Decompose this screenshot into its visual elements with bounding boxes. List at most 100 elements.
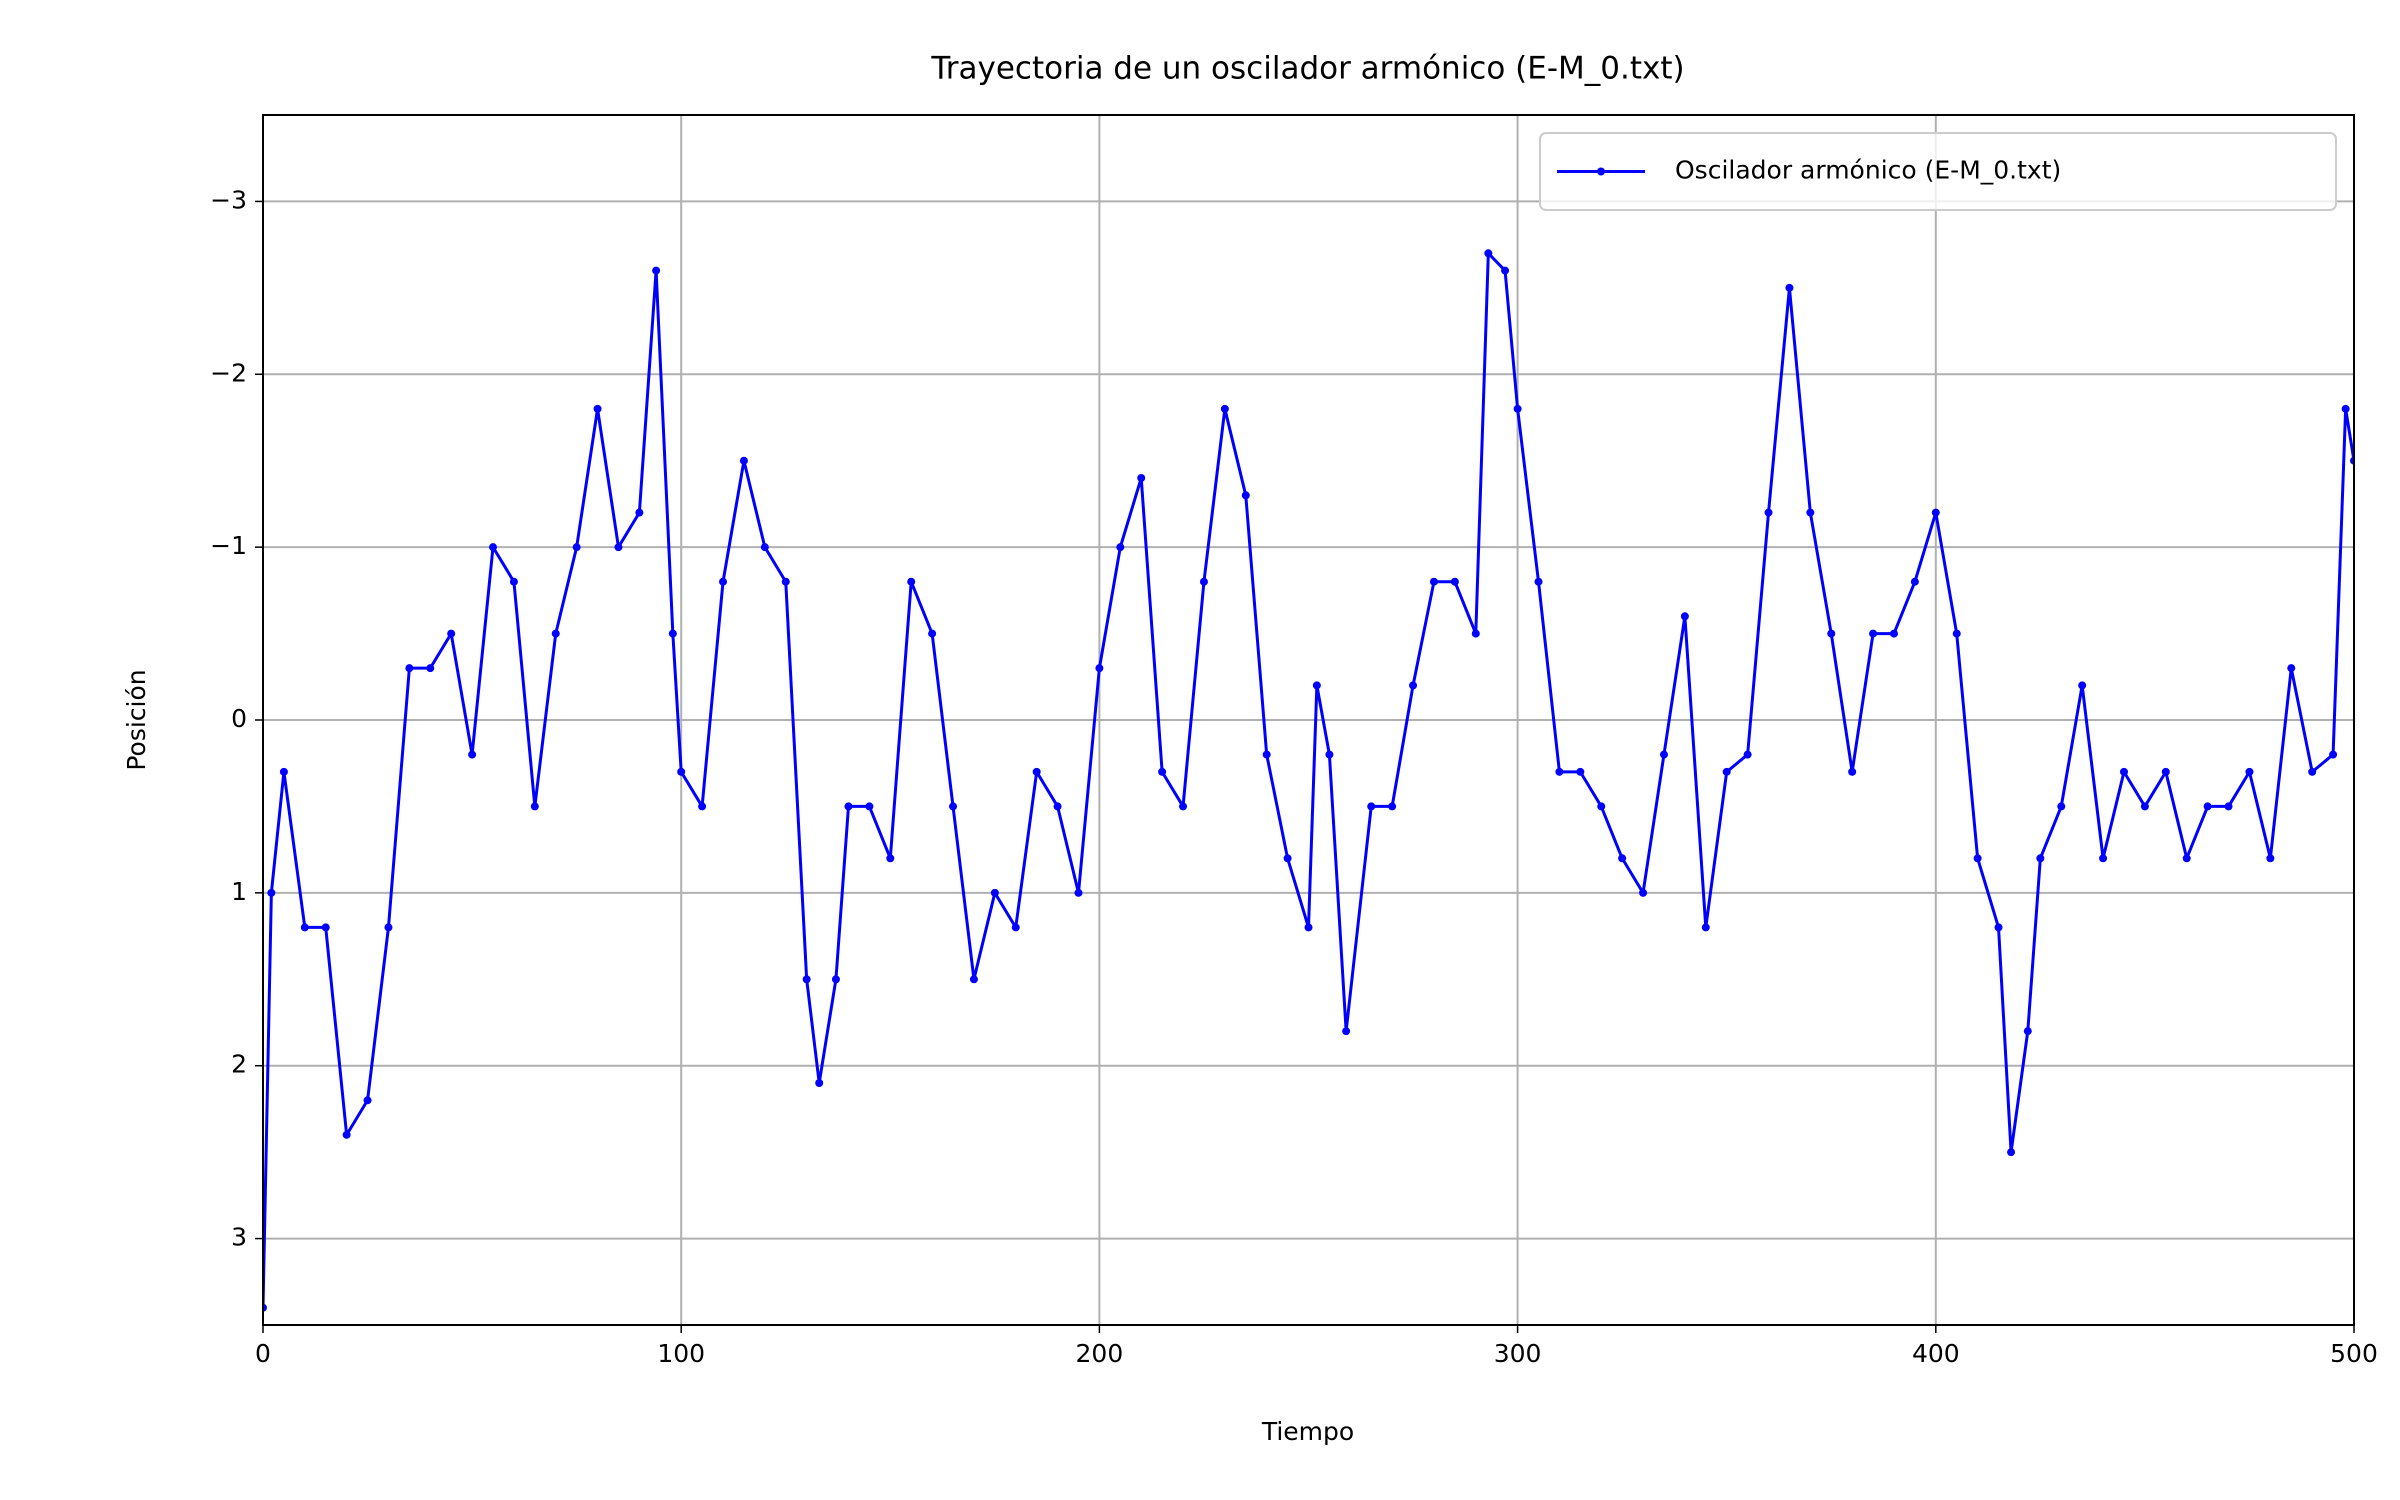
point bbox=[1869, 629, 1878, 638]
legend-box bbox=[1539, 132, 2337, 211]
point bbox=[1283, 854, 1292, 863]
point bbox=[1785, 283, 1794, 292]
point bbox=[447, 629, 456, 638]
y-tick-label: −2 bbox=[210, 358, 247, 387]
point bbox=[907, 577, 916, 586]
point bbox=[1680, 612, 1689, 621]
x-tick-label: 0 bbox=[255, 1339, 271, 1368]
point bbox=[342, 1130, 351, 1139]
point bbox=[2203, 802, 2212, 811]
point bbox=[668, 629, 677, 638]
point bbox=[2078, 681, 2087, 690]
y-tick-label: 3 bbox=[231, 1223, 247, 1252]
point bbox=[2224, 802, 2233, 811]
point bbox=[2329, 750, 2338, 759]
legend-label: Oscilador armónico (E-M_0.txt) bbox=[1675, 156, 2061, 185]
point bbox=[2140, 802, 2149, 811]
point bbox=[1722, 767, 1731, 776]
y-tick-label: 0 bbox=[231, 704, 247, 733]
point bbox=[1952, 629, 1961, 638]
point bbox=[1388, 802, 1397, 811]
point bbox=[1095, 664, 1104, 673]
point bbox=[1764, 508, 1773, 517]
point bbox=[1513, 404, 1522, 413]
point bbox=[468, 750, 477, 759]
point bbox=[1910, 577, 1919, 586]
point bbox=[2007, 1148, 2016, 1157]
point bbox=[572, 543, 581, 552]
point bbox=[1450, 577, 1459, 586]
x-tick-label: 400 bbox=[1912, 1339, 1960, 1368]
point bbox=[844, 802, 853, 811]
point bbox=[279, 767, 288, 776]
point bbox=[760, 543, 769, 552]
point bbox=[1179, 802, 1188, 811]
point bbox=[949, 802, 958, 811]
point bbox=[1618, 854, 1627, 863]
x-tick-label: 500 bbox=[2330, 1339, 2378, 1368]
point bbox=[2036, 854, 2045, 863]
point bbox=[1032, 767, 1041, 776]
point bbox=[2161, 767, 2170, 776]
point bbox=[1484, 249, 1493, 258]
point bbox=[2099, 854, 2108, 863]
point bbox=[886, 854, 895, 863]
point bbox=[1053, 802, 1062, 811]
point bbox=[635, 508, 644, 517]
point bbox=[781, 577, 790, 586]
point bbox=[815, 1079, 824, 1087]
point bbox=[865, 802, 874, 811]
point bbox=[2182, 854, 2191, 863]
point bbox=[1597, 802, 1606, 811]
series-line bbox=[263, 251, 2354, 1308]
x-tick-label: 200 bbox=[1076, 1339, 1124, 1368]
point bbox=[1409, 681, 1418, 690]
point bbox=[1501, 266, 1510, 275]
point bbox=[990, 888, 999, 897]
point bbox=[2023, 1027, 2032, 1036]
point bbox=[1555, 767, 1564, 776]
y-axis-label: Posición bbox=[122, 669, 151, 770]
point bbox=[2057, 802, 2066, 811]
point bbox=[489, 543, 498, 552]
point bbox=[2308, 767, 2317, 776]
point bbox=[1848, 767, 1857, 776]
point bbox=[1639, 888, 1648, 897]
point bbox=[1471, 629, 1480, 638]
point bbox=[1367, 802, 1376, 811]
point bbox=[1312, 681, 1321, 690]
y-tick-label: 2 bbox=[231, 1050, 247, 1079]
point bbox=[2119, 767, 2128, 776]
x-tick-label: 100 bbox=[657, 1339, 705, 1368]
point bbox=[1576, 767, 1585, 776]
chart-title: Trayectoria de un oscilador armónico (E-… bbox=[930, 51, 1684, 87]
point bbox=[593, 404, 602, 413]
point bbox=[1827, 629, 1836, 638]
point bbox=[1743, 750, 1752, 759]
point bbox=[1659, 750, 1668, 759]
point bbox=[530, 802, 539, 811]
point bbox=[802, 975, 811, 984]
y-tick-label: −3 bbox=[210, 185, 247, 214]
legend-marker bbox=[1597, 167, 1605, 176]
point bbox=[1534, 577, 1543, 586]
point bbox=[551, 629, 560, 638]
point bbox=[2287, 664, 2296, 673]
point bbox=[1325, 750, 1334, 759]
point bbox=[1116, 543, 1125, 552]
point bbox=[1994, 923, 2003, 932]
point bbox=[1304, 923, 1313, 932]
point bbox=[2341, 404, 2350, 413]
point bbox=[614, 543, 623, 552]
point bbox=[384, 923, 393, 932]
point bbox=[1889, 629, 1898, 638]
point bbox=[1262, 750, 1271, 759]
point bbox=[363, 1096, 372, 1105]
point bbox=[652, 266, 661, 275]
point bbox=[969, 975, 978, 984]
point bbox=[719, 577, 728, 586]
point bbox=[1074, 888, 1083, 897]
y-tick-label: 1 bbox=[231, 877, 247, 906]
point bbox=[426, 664, 435, 673]
